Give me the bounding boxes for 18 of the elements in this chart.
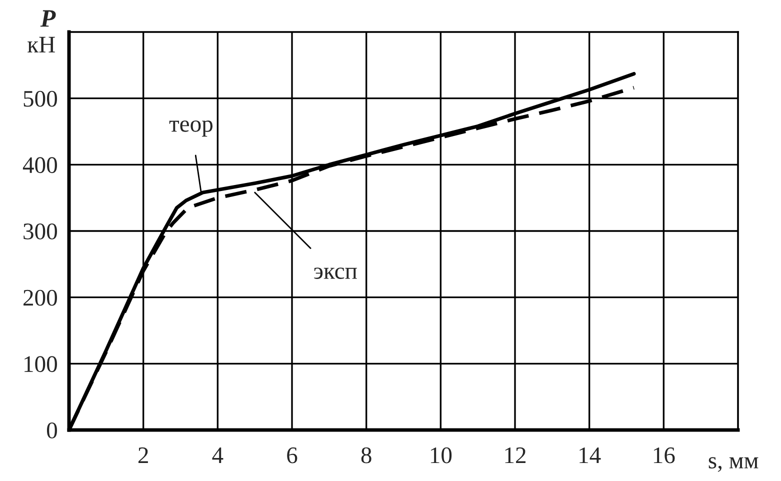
- y-axis-title: P кН: [28, 10, 56, 52]
- x-tick-label: 12: [505, 447, 526, 464]
- x-tick-label: 10: [430, 447, 452, 464]
- y-tick-label: 100: [24, 356, 57, 372]
- y-tick-label: 200: [24, 290, 57, 306]
- y-tick-label: 300: [24, 223, 57, 240]
- x-tick-label: 4: [212, 448, 224, 464]
- x-tick-label: 14: [580, 447, 601, 464]
- annotation: теор: [169, 120, 212, 137]
- y-tick-label: 0: [46, 422, 57, 438]
- x-axis-title: s, мм: [708, 457, 758, 472]
- x-tick-label: 8: [361, 447, 372, 464]
- y-tick-label: 500: [24, 90, 57, 107]
- annotation: эксп: [314, 268, 357, 279]
- y-tick-label: 400: [22, 157, 57, 174]
- x-tick-label: 2: [138, 447, 148, 464]
- x-tick-label: 6: [287, 447, 298, 464]
- x-tick-label: 16: [654, 447, 675, 464]
